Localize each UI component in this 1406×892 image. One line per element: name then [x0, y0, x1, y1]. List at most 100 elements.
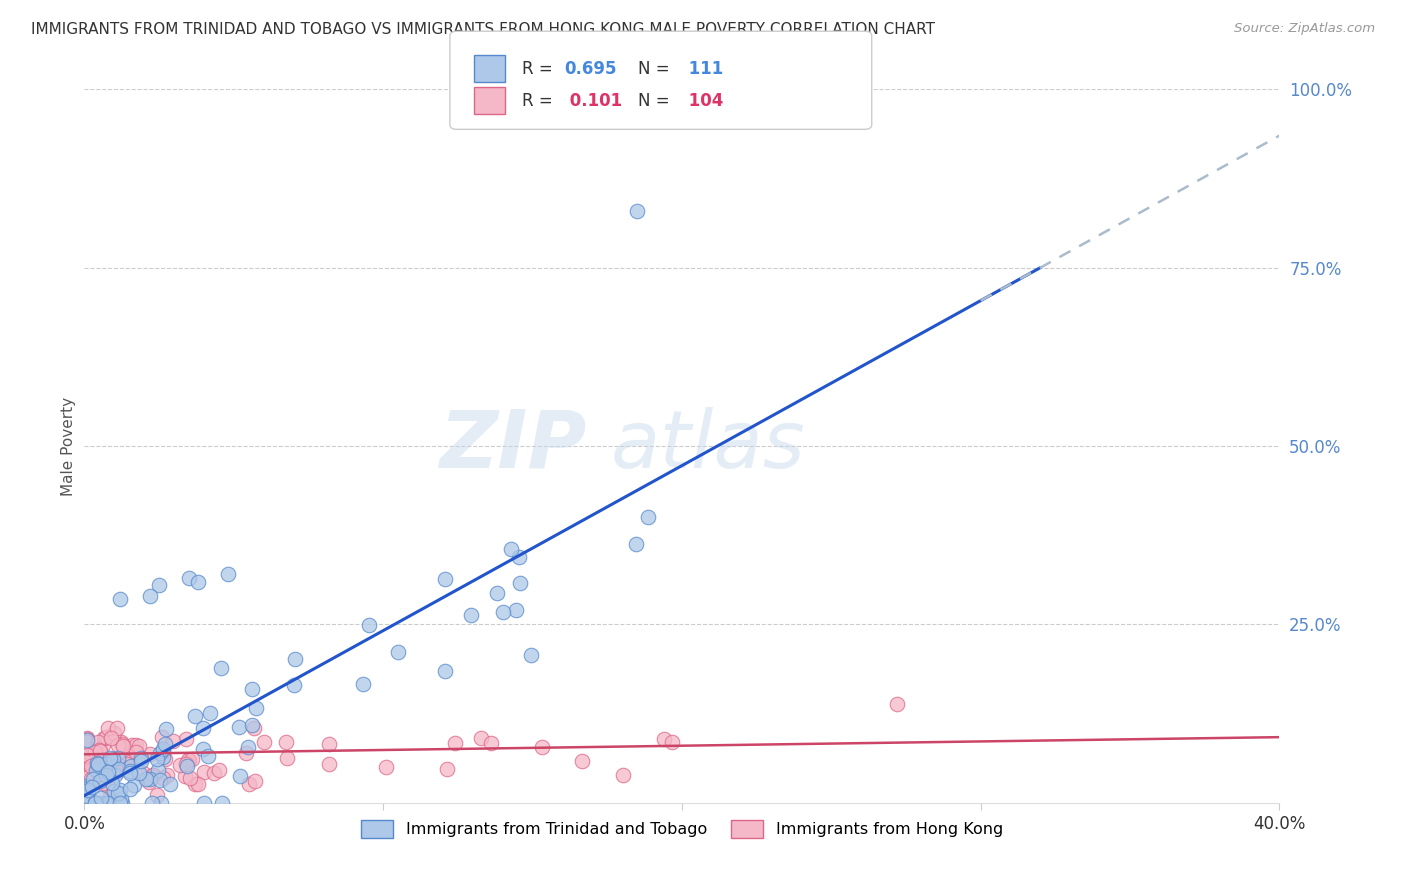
Point: [240, 718, 263, 732]
Point: [626, 203, 648, 218]
Point: [76, 782, 98, 797]
Point: [80, 759, 103, 773]
Point: [80, 796, 103, 810]
Point: [120, 764, 142, 778]
Point: [101, 765, 124, 780]
Point: [110, 735, 132, 749]
Point: [132, 765, 155, 780]
Point: [97, 780, 120, 794]
Point: [79, 772, 101, 786]
Text: ZIP: ZIP: [439, 407, 586, 485]
Point: [276, 750, 298, 764]
Point: [110, 783, 132, 797]
Text: N =: N =: [638, 92, 675, 110]
Point: [87, 734, 110, 748]
Point: [97, 721, 120, 735]
Point: [76, 796, 98, 810]
Point: [229, 769, 252, 783]
Point: [89, 773, 111, 788]
Point: [121, 738, 143, 752]
Point: [135, 772, 157, 786]
Point: [91, 738, 114, 752]
Point: [148, 578, 170, 592]
Point: [486, 586, 509, 600]
Point: [76, 732, 98, 747]
Point: [76, 779, 98, 793]
Point: [120, 781, 142, 796]
Text: 0.101: 0.101: [564, 92, 621, 110]
Point: [359, 618, 381, 632]
Point: [150, 730, 173, 744]
Text: 111: 111: [683, 60, 724, 78]
Point: [79, 779, 101, 793]
Point: [112, 739, 135, 754]
Text: Source: ZipAtlas.com: Source: ZipAtlas.com: [1234, 22, 1375, 36]
Point: [228, 720, 250, 734]
Text: atlas: atlas: [610, 407, 806, 485]
Text: R =: R =: [522, 92, 558, 110]
Point: [352, 677, 374, 691]
Point: [243, 773, 266, 788]
Point: [103, 752, 125, 766]
Point: [179, 772, 201, 786]
Point: [253, 735, 276, 749]
Point: [96, 757, 118, 772]
Point: [105, 722, 128, 736]
Point: [139, 772, 162, 787]
Point: [202, 766, 225, 780]
Point: [91, 776, 114, 790]
Point: [191, 742, 214, 756]
Point: [84, 796, 107, 810]
Point: [129, 751, 152, 765]
Point: [77, 793, 100, 807]
Point: [176, 759, 198, 773]
Point: [111, 738, 134, 752]
Point: [80, 747, 103, 762]
Text: 104: 104: [683, 92, 724, 110]
Point: [139, 747, 162, 761]
Point: [245, 701, 267, 715]
Point: [94, 761, 117, 775]
Point: [654, 732, 676, 747]
Point: [107, 750, 129, 764]
Point: [84, 796, 107, 810]
Point: [89, 763, 111, 777]
Y-axis label: Male Poverty: Male Poverty: [60, 396, 76, 496]
Point: [505, 603, 527, 617]
Point: [98, 789, 121, 804]
Point: [80, 759, 103, 773]
Point: [209, 661, 232, 675]
Text: IMMIGRANTS FROM TRINIDAD AND TOBAGO VS IMMIGRANTS FROM HONG KONG MALE POVERTY CO: IMMIGRANTS FROM TRINIDAD AND TOBAGO VS I…: [31, 22, 935, 37]
Point: [444, 736, 467, 750]
Point: [100, 731, 122, 746]
Point: [86, 796, 108, 810]
Point: [211, 796, 233, 810]
Point: [387, 644, 409, 658]
Point: [174, 769, 197, 783]
Point: [571, 754, 593, 768]
Point: [83, 796, 105, 810]
Point: [193, 765, 215, 780]
Point: [89, 766, 111, 780]
Point: [110, 791, 132, 805]
Point: [240, 682, 263, 697]
Point: [79, 751, 101, 765]
Point: [243, 721, 266, 735]
Point: [460, 607, 482, 622]
Point: [177, 753, 200, 767]
Point: [148, 763, 170, 777]
Point: [108, 796, 131, 810]
Point: [159, 777, 181, 791]
Point: [217, 567, 239, 582]
Text: 0.695: 0.695: [564, 60, 616, 78]
Point: [103, 759, 125, 773]
Point: [93, 762, 115, 776]
Point: [176, 757, 198, 772]
Point: [89, 759, 111, 773]
Point: [101, 764, 124, 778]
Point: [193, 796, 215, 810]
Point: [177, 571, 200, 585]
Point: [169, 757, 191, 772]
Point: [179, 753, 201, 767]
Point: [120, 758, 142, 772]
